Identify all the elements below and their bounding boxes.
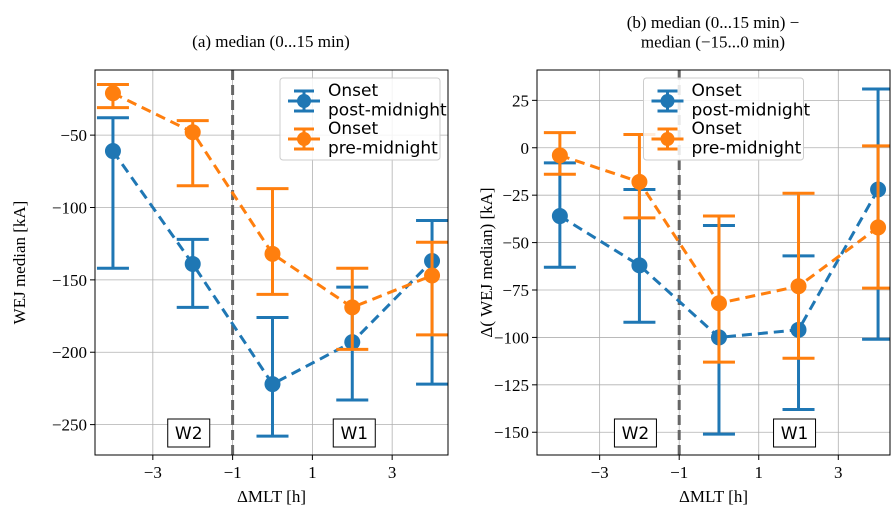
y-tick-label: −150 xyxy=(494,423,529,442)
annotation-box xyxy=(773,418,817,448)
point xyxy=(551,208,568,225)
annotation-box xyxy=(167,418,211,448)
legend-label: Onset pre-midnight xyxy=(328,119,438,159)
x-axis-label: ΔMLT [h] xyxy=(679,487,748,506)
legend-swatch xyxy=(660,94,675,108)
plot-area xyxy=(543,87,890,436)
legend-swatch xyxy=(297,132,311,146)
y-tick-label: −50 xyxy=(502,234,529,253)
legend-swatch xyxy=(660,132,675,146)
y-axis-label: WEJ median [kA] xyxy=(10,201,29,325)
point xyxy=(104,143,121,160)
legend-label: Onset post-midnight xyxy=(692,81,811,121)
y-tick-label: −250 xyxy=(52,416,87,435)
y-tick-label: 25 xyxy=(512,91,529,110)
legend-label: Onset pre-midnight xyxy=(692,119,802,159)
y-axis-label: Δ( WEJ median) [kA] xyxy=(477,187,496,337)
axes-frame xyxy=(536,69,891,456)
y-tick-label: −75 xyxy=(502,281,529,300)
x-tick-label: −1 xyxy=(224,463,242,482)
y-tick-label: −125 xyxy=(494,376,529,395)
x-tick-label: −3 xyxy=(144,463,162,482)
point xyxy=(344,299,361,316)
point xyxy=(631,173,648,190)
point xyxy=(264,376,281,393)
x-tick-label: −1 xyxy=(670,463,688,482)
x-tick-label: 1 xyxy=(754,463,763,482)
x-tick-label: 1 xyxy=(308,463,317,482)
point xyxy=(104,85,121,102)
point xyxy=(264,245,281,262)
axes-frame xyxy=(94,69,449,456)
y-tick-label: −200 xyxy=(52,343,87,362)
point xyxy=(710,295,727,312)
annotation-box xyxy=(613,418,657,448)
point xyxy=(184,124,201,141)
y-tick-label: −100 xyxy=(494,328,529,347)
chart-title: (b) median (0...15 min) − median (−15...0… xyxy=(627,13,799,52)
point xyxy=(790,278,807,295)
y-tick-label: −150 xyxy=(52,271,87,290)
legend-swatch xyxy=(297,94,311,108)
x-tick-label: −3 xyxy=(591,463,609,482)
x-axis-label: ΔMLT [h] xyxy=(237,487,306,506)
annotation-box xyxy=(332,418,376,448)
point xyxy=(870,219,887,236)
annotation: W1 xyxy=(781,424,809,444)
annotation: W1 xyxy=(340,424,368,444)
point xyxy=(424,267,441,284)
legend-label: Onset post-midnight xyxy=(328,81,447,121)
point xyxy=(184,255,201,272)
point xyxy=(631,257,648,274)
annotation: W2 xyxy=(622,424,650,444)
y-tick-label: 0 xyxy=(521,139,530,158)
y-tick-label: −25 xyxy=(502,186,529,205)
point xyxy=(551,147,568,164)
chart-title: (a) median (0...15 min) xyxy=(192,32,350,51)
plot-area xyxy=(96,82,448,438)
series-line xyxy=(112,91,433,310)
x-tick-label: 3 xyxy=(834,463,843,482)
y-tick-label: −100 xyxy=(52,199,87,218)
x-tick-label: 3 xyxy=(388,463,397,482)
annotation: W2 xyxy=(175,424,203,444)
y-tick-label: −50 xyxy=(60,126,87,145)
